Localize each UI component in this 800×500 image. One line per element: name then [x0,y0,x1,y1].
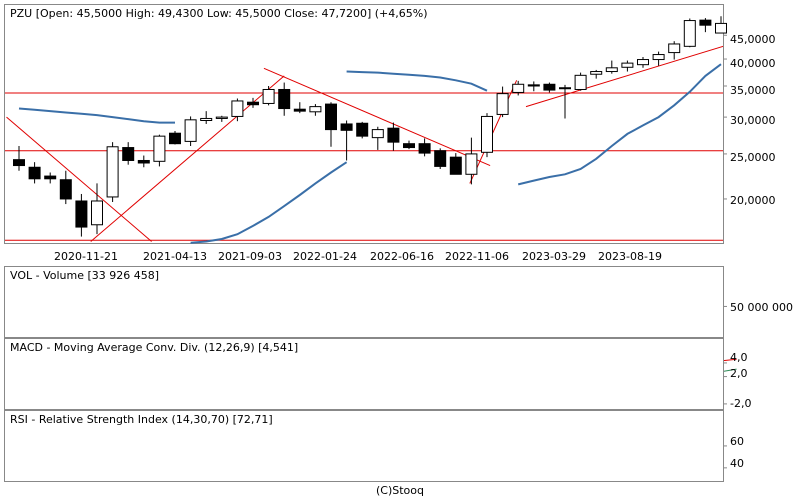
x-label-6: 2022-11-06 [445,250,509,263]
candle-body-19 [309,106,322,113]
volume-title: VOL - Volume [33 926 458] [10,269,160,282]
candle-body-13 [215,116,228,119]
candle-body-22 [356,122,369,137]
candle-body-29 [465,153,478,175]
candle-body-2 [44,175,57,180]
price-y-label-40: 40,0000 [730,57,776,70]
candle-body-5 [91,200,103,226]
candle-body-39 [621,62,634,68]
candle-body-15 [247,101,259,106]
x-label-5: 2022-06-16 [370,250,434,263]
candle-body-7 [122,147,135,161]
candle-body-43 [683,20,696,47]
candle-body-24 [387,127,400,143]
candle-body-17 [278,88,291,110]
x-label-2: 2021-04-13 [143,250,207,263]
candle-body-0 [13,159,25,167]
price-y-label-35: 35,0000 [730,84,776,97]
candle-body-23 [371,129,384,139]
x-label-7: 2023-03-29 [522,250,586,263]
lower-moving-average-0 [190,161,348,244]
candle-body-36 [574,74,587,90]
candle-body-16 [262,88,275,104]
trend-line-2 [263,67,491,167]
price-y-label-25: 25,0000 [730,151,776,164]
price-y-label-20: 20,0000 [730,194,776,207]
candle-body-44 [699,19,712,26]
trend-line-0 [6,116,152,242]
x-label-3: 2021-09-03 [218,250,282,263]
candle-body-1 [28,166,41,180]
candle-body-45 [715,22,727,34]
macd-y-label-neg2: -2,0 [730,397,752,410]
candle-body-35 [559,87,571,90]
candle-body-20 [325,103,337,131]
x-label-4: 2022-01-24 [293,250,357,263]
candle-body-9 [153,135,166,162]
rsi-title: RSI - Relative Strength Index (14,30,70)… [10,413,273,426]
trend-line-1 [90,75,285,242]
credit: (C)Stooq [375,484,424,497]
candle-body-21 [340,123,353,131]
candle-body-33 [527,84,540,87]
candle-body-40 [637,59,649,66]
price-y-label-45: 45,0000 [730,33,776,46]
price-title: PZU [Open: 45,5000 High: 49,4300 Low: 45… [10,7,428,20]
trend-line-4 [525,45,723,108]
candle-body-6 [106,146,119,198]
volume-panel: VOL - Volume [33 926 458] [4,266,724,338]
candle-body-18 [293,108,306,112]
rsi-y-label-60: 60 [730,435,744,448]
trend-line-3 [469,80,518,184]
candle-body-25 [403,143,415,149]
rsi-y-label-40: 40 [730,457,744,470]
price-panel: PZU [Open: 45,5000 High: 49,4300 Low: 45… [4,4,724,244]
candle-body-3 [59,179,72,200]
candle-body-10 [169,132,181,145]
macd-title: MACD - Moving Average Conv. Div. (12,26,… [10,341,299,354]
candle-body-38 [605,67,618,73]
candle-body-27 [434,150,447,167]
candle-body-14 [231,100,244,117]
candle-body-11 [184,119,197,142]
volume-y-label: 50 000 000 [730,301,793,314]
macd-panel: MACD - Moving Average Conv. Div. (12,26,… [4,338,724,410]
x-label-8: 2023-08-19 [598,250,662,263]
macd-y-label-4: 4,0 [730,351,748,364]
candle-body-31 [496,93,509,115]
candle-body-28 [449,156,462,175]
candle-body-34 [543,83,556,91]
upper-moving-average-1 [346,70,488,92]
candle-body-42 [668,43,681,54]
candle-body-12 [200,117,213,122]
candle-body-4 [75,200,88,228]
x-label-1: 2020-11-21 [54,250,118,263]
candle-body-41 [652,54,665,61]
candle-body-30 [481,115,493,153]
rsi-panel: RSI - Relative Strength Index (14,30,70)… [4,410,724,482]
price-y-label-30: 30,0000 [730,114,776,127]
upper-moving-average-0 [18,107,175,124]
macd-y-label-2: 2,0 [730,367,748,380]
candle-body-37 [590,71,603,75]
candle-body-26 [418,143,431,154]
candle-body-32 [512,83,525,93]
lower-moving-average-1 [517,63,722,186]
candle-body-8 [137,159,150,164]
